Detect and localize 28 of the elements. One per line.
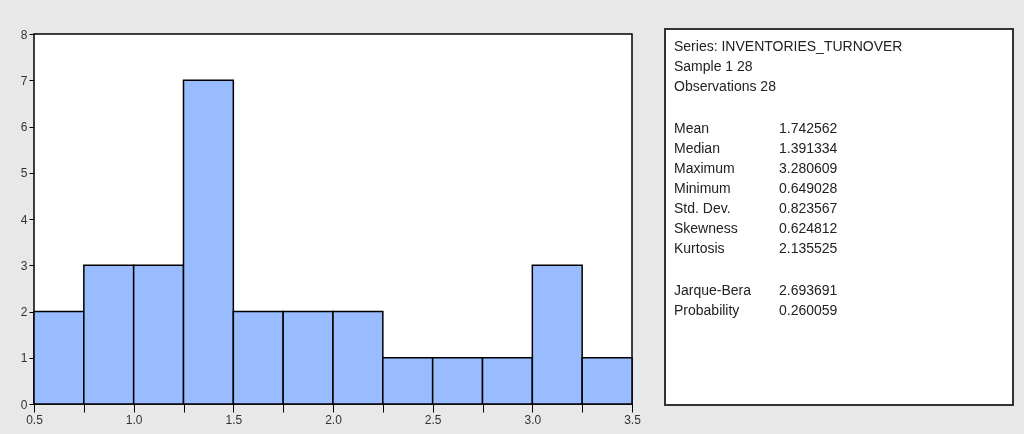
y-tick-label: 7 — [20, 73, 28, 88]
x-tick-label: 1.5 — [225, 412, 243, 427]
text: Series: INVENTORIES_TURNOVER — [674, 37, 903, 56]
y-tick-label: 4 — [20, 212, 28, 227]
text: Median 1.391334 — [674, 140, 838, 156]
text: Minimum 0.649028 — [674, 180, 838, 196]
x-tick-label: 2.5 — [424, 412, 442, 427]
text: Kurtosis 2.135525 — [674, 240, 838, 256]
y-tick-label: 6 — [20, 120, 28, 134]
x-tick-label: 2.0 — [325, 412, 343, 427]
text: Observations 28 — [674, 77, 776, 96]
y-tick-label: 2 — [20, 305, 28, 319]
x-tick-label: 3.5 — [624, 412, 642, 427]
text: Maximum 3.280609 — [674, 160, 838, 176]
text: Skewness 0.624812 — [674, 220, 838, 236]
x-tick-label: 0.5 — [26, 412, 44, 427]
y-tick-label: 8 — [20, 27, 28, 42]
text: Jarque-Bera 2.693691 — [674, 282, 838, 298]
y-tick-label: 5 — [20, 166, 28, 181]
y-tick-label: 0 — [20, 397, 28, 412]
x-tick-label: 1.0 — [125, 412, 143, 427]
x-tick-label: 3.0 — [524, 412, 542, 427]
text: Sample 1 28 — [674, 57, 753, 76]
text: Mean 1.742562 — [674, 120, 838, 136]
text: Std. Dev. 0.823567 — [674, 200, 838, 216]
text: Probability 0.260059 — [674, 302, 838, 318]
y-tick-label: 3 — [20, 258, 28, 273]
y-tick-label: 1 — [20, 351, 28, 366]
